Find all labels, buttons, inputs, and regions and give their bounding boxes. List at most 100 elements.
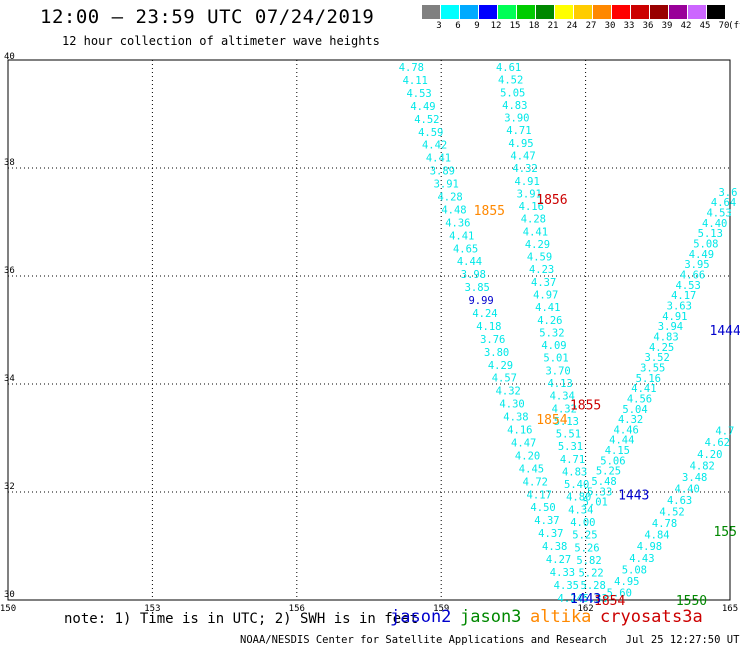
pass-time-label: 1443: [618, 489, 649, 504]
scale-swatch: [536, 5, 554, 19]
swh-value: 4.53: [676, 280, 701, 292]
footer-credit-text: NOAA/NESDIS Center for Satellite Applica…: [240, 634, 607, 646]
map-subtitle: 12 hour collection of altimeter wave hei…: [62, 34, 380, 48]
lat-label: 36: [4, 266, 15, 276]
swh-value: 4.40: [675, 483, 700, 495]
scale-swatch: [441, 5, 459, 19]
lon-label: 150: [0, 604, 16, 614]
swh-value: 4.83: [562, 466, 587, 478]
lon-label: 165: [722, 604, 738, 614]
scale-swatch: [650, 5, 668, 19]
scale-label: 36: [642, 21, 654, 31]
swh-value: 4.59: [418, 127, 443, 139]
swh-value: 5.33: [583, 593, 608, 605]
swh-value: 4.57: [492, 373, 517, 385]
swh-value: 4.32: [512, 163, 537, 175]
lon-label: 156: [289, 604, 305, 614]
lat-label: 38: [4, 158, 15, 168]
swh-value: 5.33: [587, 486, 612, 498]
swh-value: 5.28: [581, 580, 606, 592]
swh-value: 4.65: [453, 243, 478, 255]
swh-value: 4.35: [554, 580, 579, 592]
scale-swatch: [555, 5, 573, 19]
swh-value: 4.25: [649, 342, 674, 354]
swh-value: 4.46: [614, 424, 639, 436]
map-note: note: 1) Time is in UTC; 2) SWH is in fe…: [64, 611, 419, 627]
swh-value: 4.66: [680, 269, 705, 281]
swh-value: 5.22: [578, 568, 603, 580]
scale-label: 42: [680, 21, 692, 31]
scale-label: 3: [436, 21, 442, 31]
scale-swatch: [593, 5, 611, 19]
swh-value: 4.44: [609, 435, 634, 447]
swh-value: 4.29: [525, 239, 550, 251]
pass-time-label: 155: [713, 525, 736, 540]
swh-value: 4.63: [667, 495, 692, 507]
swh-value: 4.32: [618, 414, 643, 426]
swh-value: 4.52: [414, 114, 439, 126]
swh-value: 4.32: [496, 386, 521, 398]
swh-value: 4.30: [499, 399, 524, 411]
pass-time-label: 1855: [474, 204, 505, 219]
scale-swatch: [707, 5, 725, 19]
scale-swatch: [460, 5, 478, 19]
lon-label: 159: [433, 604, 449, 614]
swh-value: 3.98: [461, 269, 486, 281]
lon-label: 153: [144, 604, 160, 614]
lat-label: 32: [4, 482, 15, 492]
swh-value: 4.95: [508, 138, 533, 150]
swh-value: 4.53: [706, 207, 731, 219]
scale-swatch: [688, 5, 706, 19]
swh-value: 5.01: [583, 497, 608, 509]
swh-value: 3.70: [545, 365, 570, 377]
swh-value: 4.47: [510, 150, 535, 162]
swh-value: 5.60: [607, 587, 632, 599]
swh-value: 4.84: [644, 530, 669, 542]
swh-value: 5.51: [556, 429, 581, 441]
swh-value: 3.48: [682, 472, 707, 484]
swh-value: 4.36: [445, 217, 470, 229]
swh-value: 5.82: [576, 555, 601, 567]
scale-label: 6: [455, 21, 461, 31]
swh-value: 4.00: [570, 517, 595, 529]
swh-value: 4.45: [519, 463, 544, 475]
swh-value: 4.43: [629, 553, 654, 565]
pass-time-label: 1855: [570, 399, 601, 414]
swh-value: 4.37: [538, 528, 563, 540]
swh-value: 4.24: [558, 593, 583, 605]
swh-value: 3.91: [434, 179, 459, 191]
scale-label: 9: [474, 21, 480, 31]
swh-value: 4.17: [671, 290, 696, 302]
swh-value: 4.97: [533, 290, 558, 302]
swh-value: 4.78: [399, 62, 424, 74]
scale-label: 12: [490, 21, 502, 31]
swh-value: 4.41: [449, 230, 474, 242]
swh-value: 4.23: [529, 264, 554, 276]
pass-time-label: 1444: [710, 324, 740, 339]
swh-value: 4.33: [550, 567, 575, 579]
swh-value: 3.6: [718, 187, 737, 199]
swh-value: 4.83: [653, 331, 678, 343]
swh-value: 4.38: [542, 541, 567, 553]
swh-value: 3.95: [684, 259, 709, 271]
swh-value: 5.08: [693, 238, 718, 250]
swh-value: 4.95: [614, 576, 639, 588]
legend-cryosat: cryosat: [600, 607, 672, 627]
swh-value: 4.37: [534, 515, 559, 527]
scale-label: 27: [585, 21, 597, 31]
pass-time-label: 1856: [536, 193, 567, 208]
swh-value: 4.24: [472, 308, 497, 320]
swh-value: 4.40: [702, 218, 727, 230]
swh-value: 4.61: [496, 62, 521, 74]
pass-time-label: 1443: [570, 592, 601, 607]
swh-value: 5.04: [622, 404, 647, 416]
swh-value: 4.71: [560, 454, 585, 466]
swh-value: 5.32: [539, 327, 564, 339]
swh-value: 4.20: [515, 450, 540, 462]
swh-value: 3.63: [667, 300, 692, 312]
swh-value: 5.13: [554, 416, 579, 428]
lat-label: 34: [4, 374, 15, 384]
scale-label: 39: [661, 21, 673, 31]
swh-value: 4.20: [697, 449, 722, 461]
swh-value: 4.41: [631, 383, 656, 395]
